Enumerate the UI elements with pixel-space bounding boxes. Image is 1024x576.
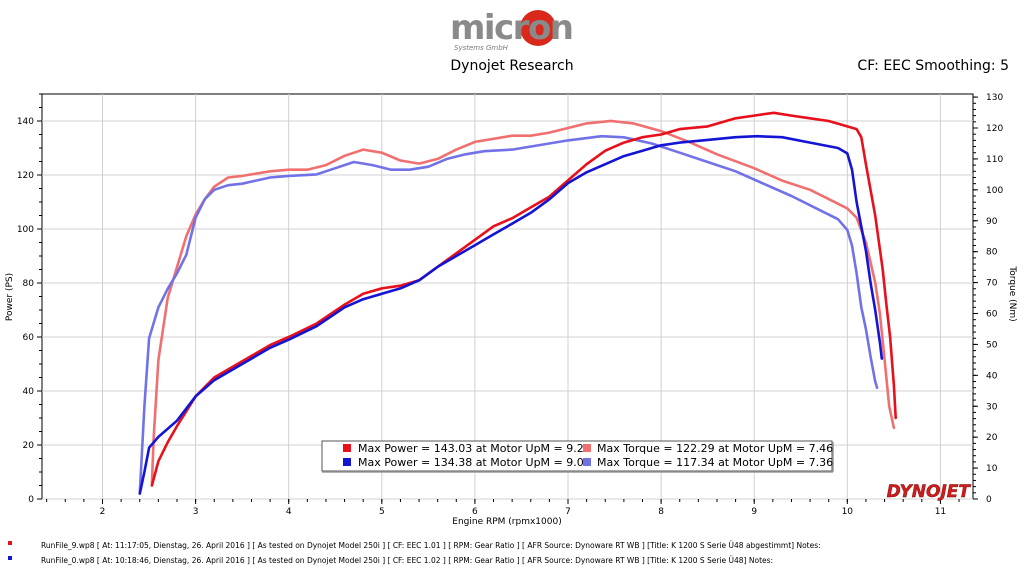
legend-swatch-power-run0: [343, 458, 351, 466]
legend: Max Power = 143.03 at Motor UpM = 9.21 M…: [321, 440, 834, 473]
y2-tick-label: 60: [986, 310, 998, 320]
y-tick-label: 60: [23, 333, 35, 343]
y-tick-label: 20: [23, 441, 35, 451]
x-tick-label: 6: [472, 507, 478, 517]
dyno-chart: 2 3 4 5 6 7 8 9 10 11 0 20 40 60 80 100 120 140 0 10 20 30 4…: [5, 93, 1017, 527]
dynojet-logo: DYNOJET: [887, 482, 972, 502]
chart-series: [138, 111, 897, 495]
run-file-text: RunFile_9.wp8 [ At: 11:17:05, Dienstag, …: [41, 541, 821, 550]
x-tick-label: 9: [751, 507, 757, 517]
y2-tick-label: 100: [986, 186, 1003, 196]
legend-label-torque-run0: Max Torque = 117.34 at Motor UpM = 7.36: [597, 456, 833, 469]
grid-lines: [42, 94, 973, 500]
logo-text: micron: [450, 8, 574, 48]
x-tick-label: 10: [842, 507, 854, 517]
logo-subtext: Systems GmbH: [454, 44, 509, 52]
y2-axis-ticks: 0 10 20 30 40 50 60 70 80 90 100 110 120 130: [973, 93, 1003, 505]
y-tick-label: 0: [28, 495, 34, 505]
legend-label-power-run0: Max Power = 134.38 at Motor UpM = 9.03: [358, 456, 591, 469]
x-axis-ticks: 2 3 4 5 6 7 8 9 10 11: [46, 499, 960, 517]
chart-title: Dynojet Research: [450, 58, 574, 74]
y2-tick-label: 80: [986, 248, 998, 258]
y-tick-label: 40: [23, 387, 35, 397]
x-tick-label: 2: [100, 507, 106, 517]
torque-curve-run0: [138, 134, 879, 495]
cf-smoothing-label: CF: EEC Smoothing: 5: [857, 58, 1009, 74]
y2-tick-label: 120: [986, 124, 1003, 134]
run-file-color-dot: [8, 541, 12, 545]
y2-tick-label: 30: [986, 402, 998, 412]
y2-tick-label: 0: [986, 495, 992, 505]
power-curve-run0: [138, 134, 884, 495]
legend-label-power-run9: Max Power = 143.03 at Motor UpM = 9.21: [358, 442, 591, 455]
y-axis-ticks: 0 20 40 60 80 100 120 140: [17, 93, 42, 505]
run-file-row-0: RunFile_0.wp8 [ At: 10:18:46, Dienstag, …: [8, 553, 821, 568]
micron-logo: micron Systems GmbH: [450, 8, 574, 52]
run-file-color-dot: [8, 556, 12, 560]
y-tick-label: 140: [17, 117, 34, 127]
y2-axis-label: Torque (Nm): [1007, 265, 1017, 321]
y2-tick-label: 70: [986, 279, 998, 289]
y-axis-label: Power (PS): [5, 273, 15, 321]
x-tick-label: 5: [379, 507, 385, 517]
x-tick-label: 7: [565, 507, 571, 517]
run-file-row-9: RunFile_9.wp8 [ At: 11:17:05, Dienstag, …: [8, 538, 821, 553]
plot-background: [41, 93, 974, 500]
legend-label-torque-run9: Max Torque = 122.29 at Motor UpM = 7.46: [597, 442, 833, 455]
x-tick-label: 8: [658, 507, 664, 517]
x-tick-label: 11: [935, 507, 946, 517]
x-tick-label: 3: [193, 507, 199, 517]
legend-swatch-power-run9: [343, 444, 351, 452]
y2-tick-label: 110: [986, 155, 1003, 165]
legend-swatch-torque-run9: [583, 444, 591, 452]
y2-tick-label: 90: [986, 217, 998, 227]
y2-tick-label: 10: [986, 464, 998, 474]
y2-tick-label: 40: [986, 371, 998, 381]
y-tick-label: 100: [17, 225, 34, 235]
power-curve-run9: [150, 111, 897, 487]
x-axis-label: Engine RPM (rpmx1000): [452, 517, 561, 527]
y-tick-label: 80: [23, 279, 35, 289]
logo-red-circle: [520, 10, 556, 46]
legend-box: [321, 440, 833, 472]
y-tick-label: 120: [17, 171, 34, 181]
y2-tick-label: 130: [986, 93, 1003, 103]
y2-tick-label: 50: [986, 340, 998, 350]
legend-swatch-torque-run0: [583, 458, 591, 466]
y2-tick-label: 20: [986, 433, 998, 443]
x-tick-label: 4: [286, 507, 292, 517]
run-file-info: RunFile_9.wp8 [ At: 11:17:05, Dienstag, …: [8, 538, 821, 568]
run-file-text: RunFile_0.wp8 [ At: 10:18:46, Dienstag, …: [41, 556, 774, 565]
